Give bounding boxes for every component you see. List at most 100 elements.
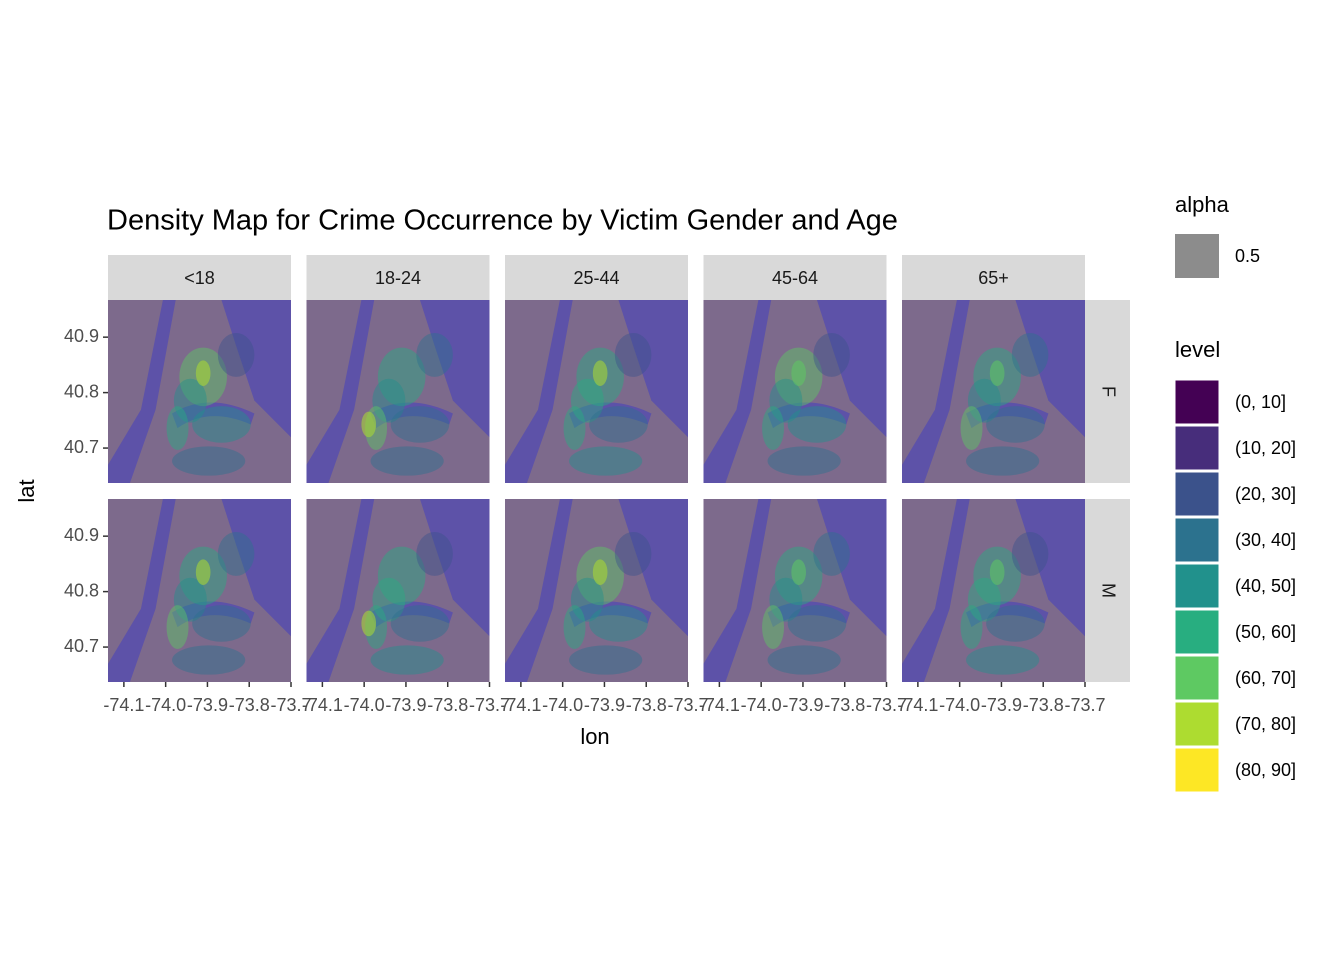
density-shading [416,531,453,576]
density-shading [589,406,648,443]
density-shading [377,347,426,407]
density-shading [614,531,652,576]
density-shading [769,378,803,423]
map-panel [505,300,688,483]
density-hotspot [592,360,608,387]
density-shading [589,605,648,642]
x-tick-label: -73.7 [667,695,708,715]
map-water [569,601,652,628]
level-legend-key [1174,563,1220,609]
density-shading [813,332,850,377]
facet-strip-label: M [1098,583,1118,598]
density-hotspot [989,360,1005,387]
density-shading [967,577,1001,622]
density-shading [967,378,1001,423]
x-axis-label: lon [580,724,609,749]
x-tick-label: -74.0 [939,695,980,715]
density-shading [966,645,1040,675]
map-water [221,300,291,438]
x-tick-label: -74.0 [344,695,385,715]
density-shading [192,605,251,642]
level-legend-label: (0, 10] [1235,392,1286,412]
level-legend-title: level [1175,337,1220,362]
density-shading [390,406,450,443]
density-shading [569,446,643,476]
density-shading [372,378,406,423]
map-water [703,499,772,682]
map-water [108,300,176,483]
y-tick-label: 40.9 [64,326,99,346]
map-water [816,499,887,637]
x-tick-label: -73.9 [385,695,426,715]
map-water [108,499,176,682]
x-tick-label: -73.9 [981,695,1022,715]
density-hotspot [791,360,806,387]
density-shading [960,605,983,650]
level-legend-key [1174,747,1220,793]
density-shading [166,406,189,451]
map-panel [505,499,688,682]
x-tick-label: -74.1 [699,695,740,715]
density-shading [762,605,785,650]
map-panel [306,499,490,682]
map-water [1015,499,1085,637]
density-shading [1011,332,1049,377]
level-legend-label: (20, 30] [1235,484,1296,504]
x-tick-label: -74.0 [741,695,782,715]
map-water [370,402,453,429]
density-shading [377,546,426,606]
x-tick-label: -73.7 [270,695,311,715]
map-panel [703,499,887,682]
facet-strip [306,255,490,300]
x-tick-label: -73.8 [229,695,270,715]
density-shading [563,406,586,451]
facet-strip [902,255,1085,300]
density-shading [172,645,246,675]
density-shading [173,577,207,622]
density-hotspot [592,559,608,586]
density-shading [390,605,450,642]
y-tick-label: 40.7 [64,636,99,656]
density-hotspot [361,411,377,438]
map-water [816,300,887,438]
x-tick-label: -73.8 [427,695,468,715]
level-legend-label: (50, 60] [1235,622,1296,642]
map-water [306,300,375,483]
density-shading [986,605,1045,642]
density-hotspot [791,559,806,586]
level-legend-key [1174,425,1220,471]
density-shading [172,446,246,476]
map-water [767,601,850,628]
facet-strip [1085,499,1130,682]
density-shading [370,645,444,675]
map-water [618,499,688,637]
level-legend-label: (70, 80] [1235,714,1296,734]
map-water [221,499,291,637]
x-tick-label: -74.1 [500,695,541,715]
density-shading [217,531,255,576]
density-shading [614,332,652,377]
density-shading [767,446,841,476]
map-water [172,402,255,429]
density-shading [173,378,207,423]
x-tick-label: -73.7 [1064,695,1105,715]
chart-title: Density Map for Crime Occurrence by Vict… [107,205,898,237]
alpha-legend-label: 0.5 [1235,246,1260,266]
map-water [306,499,375,682]
facet-strip-label: F [1098,386,1118,397]
density-shading [960,406,983,451]
density-shading [787,605,847,642]
map-water [966,601,1049,628]
x-tick-label: -74.1 [897,695,938,715]
density-shading [416,332,453,377]
density-shading [762,406,785,451]
map-water [505,300,573,483]
map-water [370,601,453,628]
x-tick-label: -74.0 [145,695,186,715]
density-shading [569,645,643,675]
facet-strip [108,255,291,300]
facet-strip-label: 45-64 [772,268,818,288]
x-tick-label: -73.7 [469,695,510,715]
x-tick-label: -73.9 [187,695,228,715]
